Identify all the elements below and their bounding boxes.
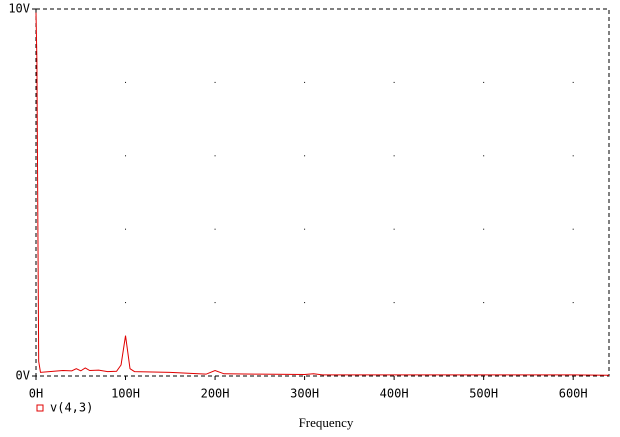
grid-dot bbox=[393, 228, 395, 230]
grid-dot bbox=[572, 155, 574, 157]
grid-dot bbox=[393, 302, 395, 304]
x-axis-label: Frequency bbox=[299, 415, 354, 430]
grid-dot bbox=[483, 155, 485, 157]
grid-dot bbox=[214, 155, 216, 157]
grid-dot bbox=[214, 81, 216, 83]
grid-dot bbox=[304, 155, 306, 157]
x-tick-label: 0H bbox=[29, 387, 43, 401]
series-line bbox=[35, 12, 610, 376]
legend-marker bbox=[36, 404, 44, 412]
grid-dot bbox=[483, 302, 485, 304]
x-tick-label: 500H bbox=[469, 387, 498, 401]
x-tick-label: 200H bbox=[201, 387, 230, 401]
x-tick-label: 400H bbox=[380, 387, 409, 401]
grid-dot bbox=[304, 228, 306, 230]
y-tick-label: 10V bbox=[8, 2, 30, 16]
x-tick-label: 300H bbox=[290, 387, 319, 401]
grid-dot bbox=[572, 302, 574, 304]
grid-dot bbox=[125, 228, 127, 230]
legend-label: v(4,3) bbox=[50, 401, 93, 415]
grid-dot bbox=[393, 81, 395, 83]
x-tick-label: 100H bbox=[111, 387, 140, 401]
grid-dot bbox=[572, 228, 574, 230]
grid-dot bbox=[393, 155, 395, 157]
grid-dot bbox=[125, 302, 127, 304]
grid-dot bbox=[483, 228, 485, 230]
grid-dot bbox=[304, 302, 306, 304]
grid-dot bbox=[483, 81, 485, 83]
plot-frame bbox=[35, 8, 610, 377]
grid-dot bbox=[214, 228, 216, 230]
grid-dot bbox=[125, 155, 127, 157]
grid-dot bbox=[572, 81, 574, 83]
grid-dot bbox=[304, 81, 306, 83]
grid-dot bbox=[214, 302, 216, 304]
grid-dot bbox=[125, 81, 127, 83]
y-tick-label: 0V bbox=[16, 369, 30, 383]
x-tick-label: 600H bbox=[559, 387, 588, 401]
